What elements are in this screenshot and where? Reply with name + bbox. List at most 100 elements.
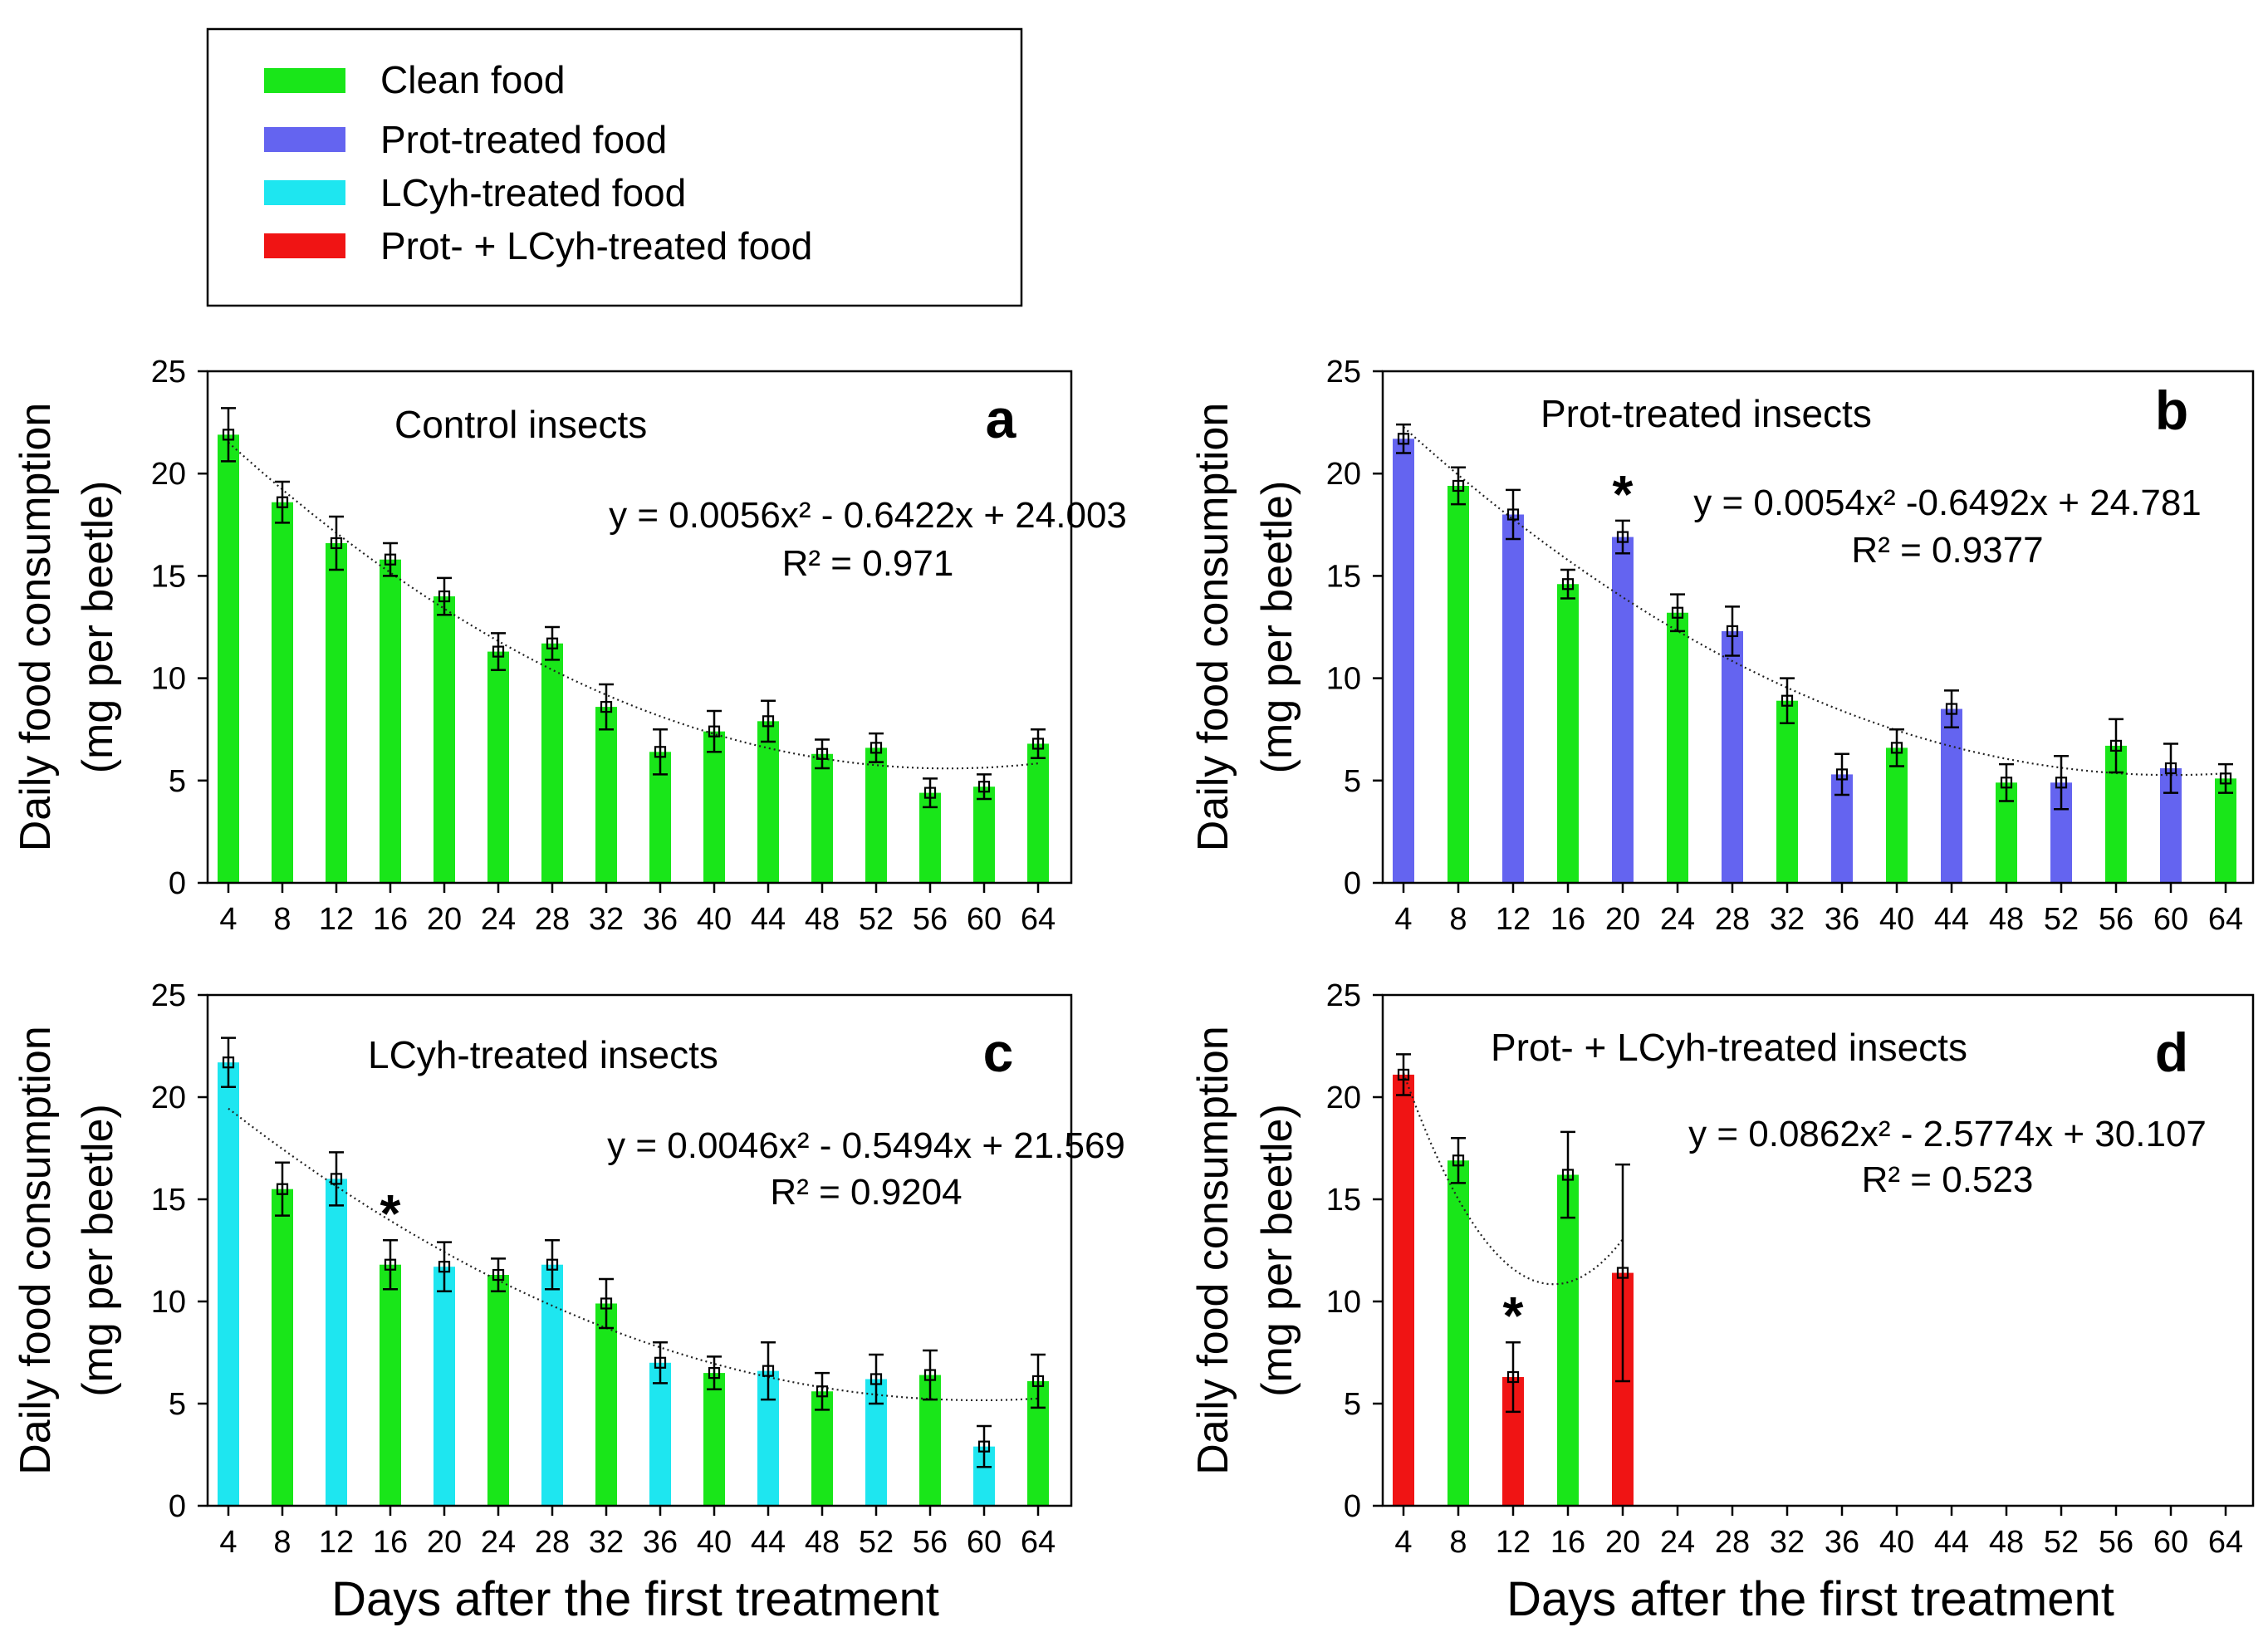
panel-title: Prot-treated insects (1541, 392, 1872, 435)
bar-a-12 (326, 542, 347, 883)
mean-marker (1616, 531, 1629, 543)
mean-marker (438, 1261, 451, 1273)
x-tick-label: 4 (219, 902, 237, 937)
x-tick-label: 64 (2208, 902, 2243, 937)
errorbar-c-12 (329, 1151, 344, 1207)
x-tick-label: 40 (697, 1525, 732, 1560)
bar-a-16 (380, 559, 401, 883)
mean-marker (1397, 433, 1410, 445)
errorbar-d-20 (1615, 1163, 1630, 1383)
fit-equation: y = 0.0056x² - 0.6422x + 24.003 (609, 495, 1127, 536)
mean-marker (1506, 1370, 1520, 1384)
x-tick-label: 60 (2153, 1525, 2188, 1560)
y-axis-label-units: (mg per beetle) (1253, 1104, 1301, 1397)
fit-r-squared: R² = 0.9377 (1851, 530, 2043, 571)
mean-marker (384, 1258, 397, 1271)
mean-marker (492, 1268, 505, 1282)
x-tick-label: 8 (1449, 902, 1467, 937)
errorbar-a-24 (491, 632, 506, 671)
bar-b-64 (2215, 778, 2236, 883)
mean-marker (1561, 1169, 1575, 1181)
mean-marker (276, 496, 289, 508)
x-tick-label: 44 (1934, 902, 1969, 937)
bar-c-12 (326, 1179, 347, 1506)
errorbar-d-8 (1451, 1136, 1466, 1184)
fit-r-squared: R² = 0.523 (1862, 1159, 2034, 1200)
x-tick-label: 32 (589, 902, 624, 937)
plot-frame-a (206, 370, 1073, 885)
errorbar-b-16 (1560, 568, 1575, 600)
x-tick-label: 16 (1550, 902, 1585, 937)
mean-marker (923, 787, 937, 799)
bar-a-60 (973, 787, 995, 883)
errorbar-a-56 (923, 777, 938, 809)
errorbar-a-12 (329, 515, 344, 571)
x-tick-label: 40 (1879, 1525, 1914, 1560)
fit-r-squared: R² = 0.9204 (770, 1172, 962, 1213)
y-tick-label: 0 (169, 1489, 186, 1524)
bar-b-40 (1886, 747, 1908, 883)
fit-equation: y = 0.0054x² -0.6492x + 24.781 (1693, 483, 2202, 523)
fit-equation: y = 0.0046x² - 0.5494x + 21.569 (607, 1125, 1125, 1166)
x-tick-label: 20 (427, 1525, 462, 1560)
x-tick-label: 4 (1394, 1525, 1412, 1560)
mean-marker (1031, 738, 1045, 750)
bar-c-36 (649, 1362, 671, 1506)
errorbar-c-52 (869, 1353, 884, 1405)
x-tick-label: 28 (1715, 902, 1750, 937)
mean-marker (869, 1373, 883, 1385)
x-tick-label: 20 (427, 902, 462, 937)
errorbar-b-20 (1615, 519, 1630, 555)
errorbar-a-20 (437, 576, 452, 616)
x-tick-label: 8 (273, 1525, 291, 1560)
panel-letter: b (2155, 380, 2188, 441)
y-axis-label-units: (mg per beetle) (1253, 481, 1301, 774)
bar-a-40 (703, 731, 725, 883)
significance-star: * (380, 1184, 401, 1243)
errorbar-b-40 (1889, 728, 1904, 767)
y-axis-label: Daily food consumption (1189, 403, 1237, 852)
bar-a-52 (865, 747, 887, 883)
bar-c-4 (218, 1062, 239, 1506)
legend-label-combo: Prot- + LCyh-treated food (380, 224, 812, 267)
mean-marker (2055, 777, 2068, 789)
mean-marker (708, 725, 721, 738)
bar-d-4 (1393, 1074, 1414, 1506)
x-tick-label: 44 (1934, 1525, 1969, 1560)
trendline-b (1403, 426, 2226, 777)
x-tick-label: 20 (1605, 1525, 1640, 1560)
mean-marker (869, 742, 883, 754)
mean-marker (708, 1366, 721, 1380)
bar-a-4 (218, 434, 239, 883)
y-axis-label-units: (mg per beetle) (74, 1104, 122, 1397)
x-tick-label: 56 (2099, 1525, 2133, 1560)
x-tick-label: 60 (967, 1525, 1002, 1560)
errorbar-b-48 (1999, 762, 2014, 802)
y-tick-label: 5 (1344, 764, 1361, 799)
bar-d-16 (1557, 1174, 1579, 1506)
bar-b-44 (1941, 708, 1962, 883)
bar-a-48 (811, 753, 833, 883)
x-tick-label: 28 (535, 902, 570, 937)
x-tick-label: 48 (1989, 902, 2024, 937)
errorbar-b-8 (1451, 466, 1466, 506)
x-tick-label: 8 (273, 902, 291, 937)
bar-c-24 (487, 1275, 509, 1506)
errorbar-c-4 (221, 1037, 236, 1088)
panel-letter: a (986, 388, 1017, 449)
bar-c-16 (380, 1264, 401, 1506)
x-tick-label: 20 (1605, 902, 1640, 937)
significance-star: * (1613, 464, 1634, 524)
x-tick-label: 12 (1496, 1525, 1531, 1560)
errorbar-b-44 (1944, 689, 1959, 728)
errorbar-a-64 (1031, 728, 1046, 759)
y-tick-label: 20 (1326, 1081, 1361, 1115)
bar-d-8 (1448, 1160, 1469, 1506)
x-tick-label: 24 (481, 1525, 516, 1560)
legend-swatch-combo (264, 233, 345, 258)
errorbar-a-36 (653, 728, 668, 776)
y-tick-label: 20 (1326, 457, 1361, 492)
